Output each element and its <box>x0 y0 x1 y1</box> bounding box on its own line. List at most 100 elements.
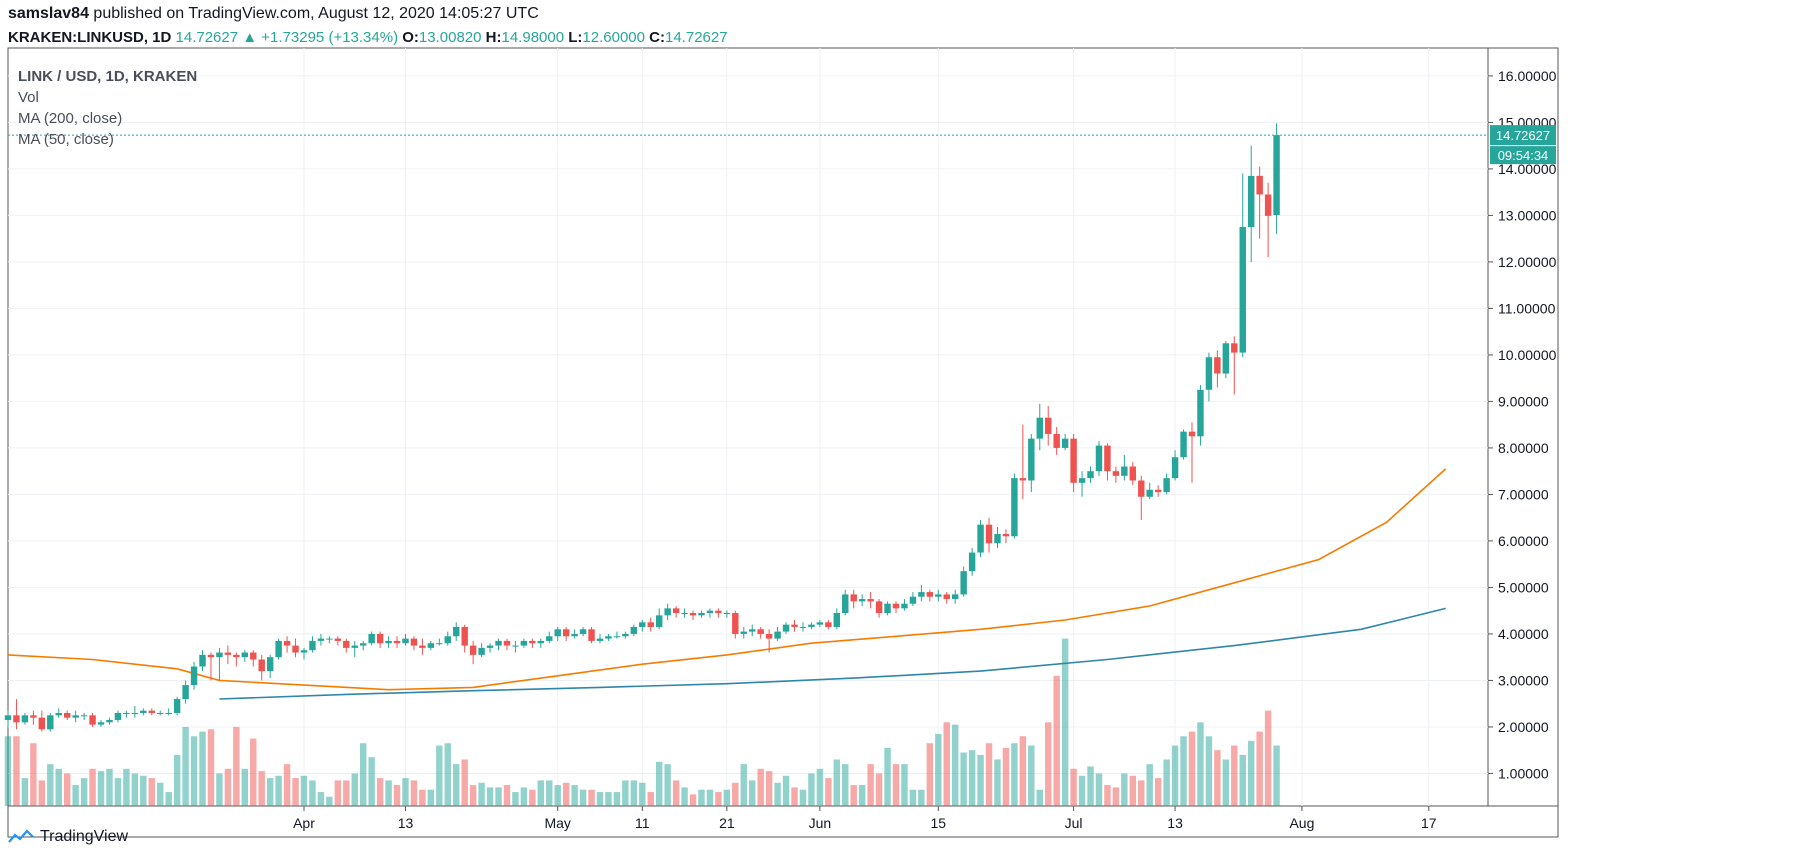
volume-bar <box>1222 759 1230 806</box>
candle-body <box>106 719 113 723</box>
candle-body <box>825 622 832 627</box>
candle-body <box>190 666 198 686</box>
open-label: O: <box>402 29 419 46</box>
volume-bar <box>706 789 714 806</box>
candle-body <box>38 717 46 730</box>
candle-body <box>596 638 604 641</box>
x-tick-label: 13 <box>398 815 414 831</box>
candle-body <box>782 624 790 632</box>
volume-bar <box>165 792 172 806</box>
volume-bar <box>250 738 257 806</box>
candle-body <box>63 712 71 718</box>
candle-body <box>985 524 993 544</box>
x-tick-label: 13 <box>1167 815 1183 831</box>
y-tick-label: 16.00000 <box>1498 68 1557 84</box>
volume-bar <box>478 782 485 806</box>
candle-body <box>1264 194 1272 216</box>
candle-body <box>875 601 883 614</box>
volume-bar <box>1045 722 1052 806</box>
candle-body <box>21 715 29 723</box>
grid <box>8 48 1488 806</box>
volume-bar <box>72 785 79 806</box>
candle-body <box>960 571 967 595</box>
volume-bar <box>1264 710 1272 806</box>
footer-brand[interactable]: TradingView <box>8 828 128 846</box>
candle-body <box>1214 357 1221 374</box>
y-tick-label: 4.00000 <box>1498 626 1549 642</box>
candle-body <box>80 715 88 717</box>
volume-bar <box>689 794 697 806</box>
candle-body <box>892 603 900 609</box>
candle-body <box>503 640 511 646</box>
price-axis[interactable]: 16.0000015.0000014.0000013.0000012.00000… <box>1488 68 1557 782</box>
x-tick-label: 11 <box>635 815 650 831</box>
change-value: +1.73295 (+13.34%) <box>261 29 399 46</box>
candle-body <box>858 599 866 602</box>
volume-bar <box>157 782 164 806</box>
volume-bar <box>106 768 113 806</box>
y-tick-label: 8.00000 <box>1498 440 1549 456</box>
volume-bar <box>486 787 494 806</box>
volume-bar <box>233 726 240 806</box>
volume-bar <box>80 778 88 806</box>
volume-bar <box>842 764 849 806</box>
candle-body <box>1180 431 1187 458</box>
volume-bar <box>1070 768 1077 806</box>
candle-body <box>605 636 612 639</box>
candle-body <box>664 608 671 616</box>
volume-bar <box>436 745 443 806</box>
volume-bar <box>571 785 578 806</box>
candle-body <box>453 626 460 637</box>
candle-body <box>30 715 37 718</box>
candle-body <box>867 599 874 602</box>
candle-body <box>140 710 147 713</box>
candle-body <box>977 524 984 553</box>
candle-body <box>368 633 375 644</box>
candle-body <box>343 640 350 648</box>
volume-bar <box>647 792 654 806</box>
volume-bar <box>4 736 12 806</box>
candle-body <box>1205 357 1213 390</box>
symbol-label: KRAKEN:LINKUSD, 1D <box>8 29 172 46</box>
candle-body <box>241 652 249 658</box>
candle-body <box>689 613 697 616</box>
volume-bar <box>782 775 790 806</box>
time-axis[interactable]: Apr 13 May 11 21 Jun 15 Jul 13 Aug 17 <box>293 806 1437 831</box>
price-badge-text: 14.72627 <box>1496 128 1550 143</box>
volume-bar <box>1163 759 1170 806</box>
candle-body <box>926 592 934 597</box>
candle-body <box>562 629 570 637</box>
last-price: 14.72627 <box>175 29 239 46</box>
candle-body <box>765 633 773 639</box>
candle-body <box>655 615 663 627</box>
volume-bar <box>1104 785 1111 806</box>
volume-bar <box>241 768 249 806</box>
candle-body <box>1154 489 1162 493</box>
volume-bar <box>951 724 959 806</box>
volume-bar <box>529 789 536 806</box>
candle-body <box>216 652 223 658</box>
x-tick-label: 15 <box>930 815 946 831</box>
volume-bar <box>579 789 587 806</box>
volume-bar <box>943 722 950 806</box>
candle-body <box>1095 445 1103 472</box>
low-label: L: <box>568 29 583 46</box>
volume-bar <box>1205 736 1213 806</box>
candle-body <box>1138 480 1145 497</box>
candle-body <box>123 712 130 714</box>
x-tick-label: 17 <box>1421 815 1437 831</box>
publisher-name[interactable]: samslav84 <box>8 5 89 22</box>
volume-bar <box>427 789 435 806</box>
legend-title[interactable]: LINK / USD, 1D, KRAKEN <box>18 68 198 85</box>
volume-bar <box>520 787 528 806</box>
candle-body <box>850 594 857 602</box>
volume-bar <box>461 759 468 806</box>
volume-bar <box>1214 750 1221 806</box>
candle-body <box>715 610 722 614</box>
candle-body <box>165 712 172 714</box>
volume-bar <box>850 785 857 806</box>
legend-ma50[interactable]: MA (50, close) <box>18 131 114 148</box>
legend-vol[interactable]: Vol <box>18 89 39 106</box>
legend-ma200[interactable]: MA (200, close) <box>18 110 123 127</box>
